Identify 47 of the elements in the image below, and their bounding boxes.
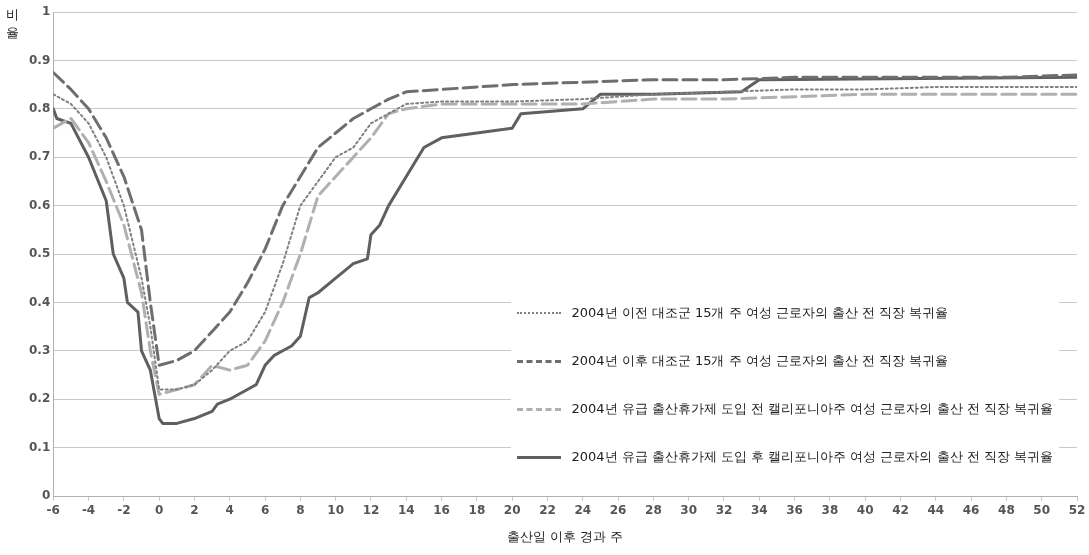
x-tick-label: 4 xyxy=(225,503,234,518)
legend-label: 2004년 이전 대조군 15개 주 여성 근로자의 출산 전 직장 복귀율 xyxy=(571,304,949,322)
x-tick-label: 48 xyxy=(998,503,1015,518)
x-tick-label: 30 xyxy=(680,503,698,518)
x-tick-label: 36 xyxy=(786,503,803,518)
x-tick-label: 34 xyxy=(750,503,768,518)
x-tick-label: 42 xyxy=(892,503,909,518)
x-tick-label: 32 xyxy=(715,503,733,518)
legend-label: 2004년 이후 대조군 15개 주 여성 근로자의 출산 전 직장 복귀율 xyxy=(571,352,949,370)
x-tick-label: 16 xyxy=(433,503,450,518)
y-tick-label: 0.2 xyxy=(28,391,51,406)
y-tick-label: 0.4 xyxy=(28,294,51,309)
y-tick-label: 1 xyxy=(41,4,51,19)
x-tick-label: 6 xyxy=(260,503,270,518)
y-tick-label: 0.7 xyxy=(28,149,51,164)
x-tick-label: 24 xyxy=(574,503,592,518)
x-tick-label: 26 xyxy=(609,503,627,518)
x-tick-label: 18 xyxy=(468,503,486,518)
x-axis-title: 출산일 이후 경과 주 xyxy=(506,528,624,544)
x-tick-label: 44 xyxy=(927,503,945,518)
y-tick-label: 0.6 xyxy=(28,197,51,212)
x-tick-label: -4 xyxy=(81,503,96,518)
x-tick-label: 28 xyxy=(645,503,662,518)
y-tick-label: 0.5 xyxy=(28,246,51,261)
legend-label: 2004년 유급 출산휴가제 도입 전 캘리포니아주 여성 근로자의 출산 전 직장 복귀율 xyxy=(571,400,1053,418)
y-tick-label: 0.1 xyxy=(28,439,51,454)
y-axis-title: 비율 xyxy=(6,6,20,42)
x-tick-label: 38 xyxy=(821,503,839,518)
y-tick-label: 0.8 xyxy=(28,100,51,115)
x-tick-label: 46 xyxy=(962,503,980,518)
x-tick-label: 12 xyxy=(362,503,380,518)
y-tick-label: 0 xyxy=(41,488,51,503)
x-tick-label: 0 xyxy=(154,503,164,518)
x-tick-label: 52 xyxy=(1068,503,1086,518)
x-tick-label: -2 xyxy=(117,503,131,518)
legend-label: 2004년 유급 출산휴가제 도입 후 캘리포니아주 여성 근로자의 출산 전 직장 복귀율 xyxy=(571,448,1053,466)
x-tick-label: 2 xyxy=(190,503,199,518)
y-tick-label: 0.9 xyxy=(28,52,51,67)
x-tick-label: 40 xyxy=(856,503,874,518)
x-tick-label: -6 xyxy=(46,503,60,518)
x-tick-label: 10 xyxy=(327,503,345,518)
x-tick-label: 14 xyxy=(397,503,415,518)
x-tick-label: 20 xyxy=(503,503,521,518)
x-tick-label: 22 xyxy=(539,503,556,518)
x-tick-label: 8 xyxy=(296,503,305,518)
x-tick-label: 50 xyxy=(1033,503,1051,518)
y-tick-label: 0.3 xyxy=(28,342,51,357)
